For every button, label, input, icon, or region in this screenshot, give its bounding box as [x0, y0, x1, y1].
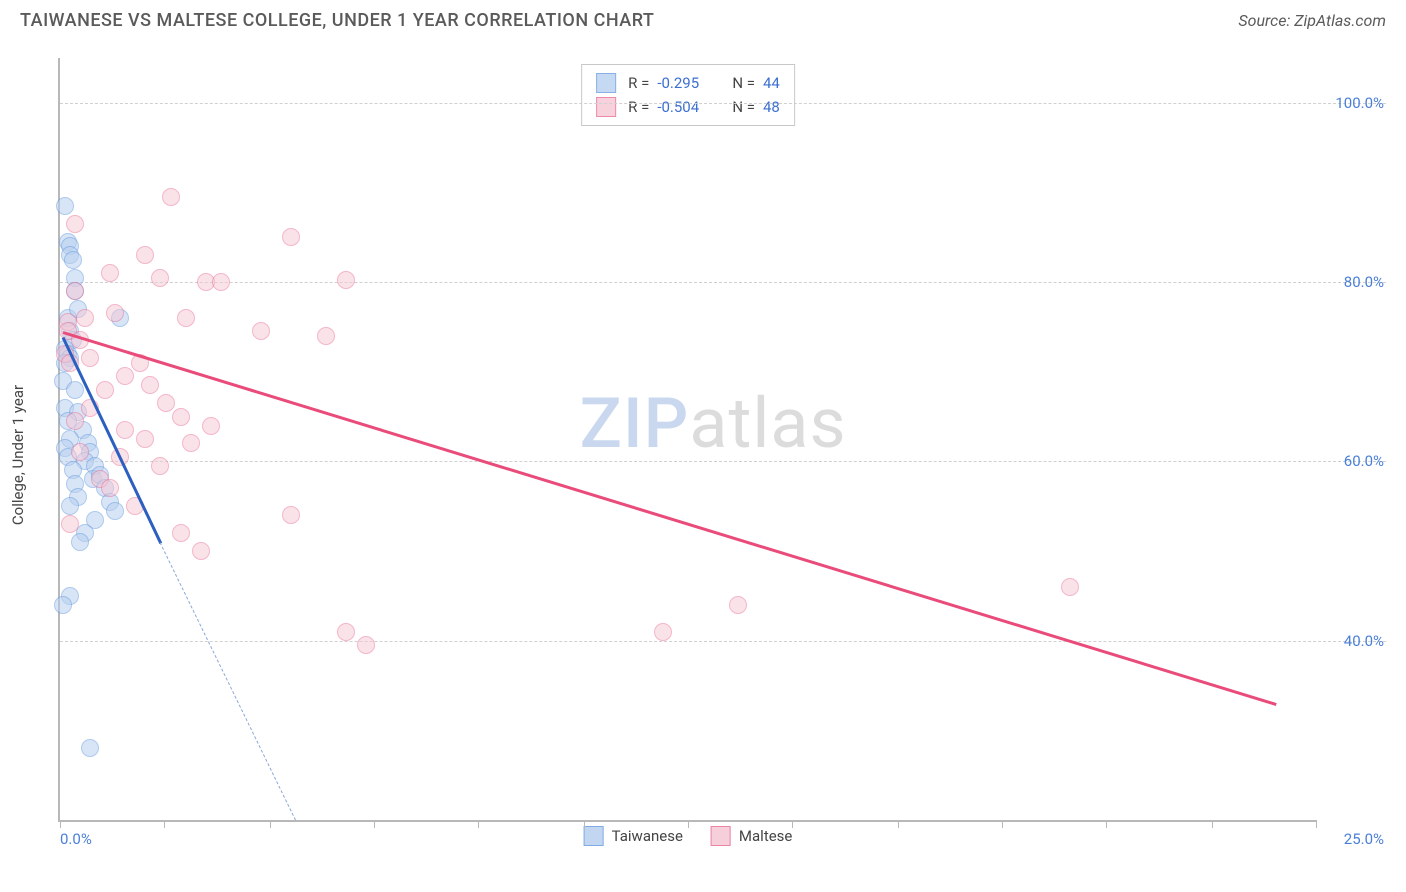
scatter-point [76, 309, 94, 327]
scatter-point [151, 269, 169, 287]
scatter-point [282, 506, 300, 524]
scatter-point [61, 497, 79, 515]
gridline [60, 641, 1386, 642]
scatter-plot: ZIPatlas R =-0.295N =44R =-0.504N =48 Ta… [58, 58, 1316, 822]
scatter-point [96, 381, 114, 399]
scatter-point [66, 412, 84, 430]
scatter-point [116, 367, 134, 385]
y-tick-label: 40.0% [1344, 632, 1384, 650]
n-label: N = [732, 74, 755, 92]
scatter-point [654, 623, 672, 641]
scatter-point [141, 376, 159, 394]
r-label: R = [628, 98, 649, 116]
scatter-point [106, 502, 124, 520]
x-tick [1106, 820, 1107, 828]
scatter-point [162, 188, 180, 206]
scatter-point [177, 309, 195, 327]
scatter-point [212, 273, 230, 291]
r-label: R = [628, 74, 649, 92]
x-tick [60, 820, 61, 828]
n-label: N = [732, 98, 755, 116]
scatter-point [66, 381, 84, 399]
scatter-point [172, 524, 190, 542]
legend-row: R = -0.504 N = 48 [596, 95, 780, 119]
scatter-point [61, 515, 79, 533]
scatter-point [71, 443, 89, 461]
gridline [60, 282, 1386, 283]
gridline [60, 461, 1386, 462]
y-tick-label: 60.0% [1344, 452, 1384, 470]
scatter-point [729, 596, 747, 614]
scatter-point [101, 479, 119, 497]
scatter-point [106, 304, 124, 322]
legend-item: Taiwanese [584, 826, 683, 846]
gridline [60, 103, 1386, 104]
scatter-point [192, 542, 210, 560]
legend-label: Taiwanese [612, 827, 683, 845]
scatter-point [81, 739, 99, 757]
scatter-point [1061, 578, 1079, 596]
legend-swatch [711, 826, 731, 846]
series-legend: Taiwanese Maltese [584, 826, 793, 846]
x-tick [270, 820, 271, 828]
x-tick [898, 820, 899, 828]
scatter-point [157, 394, 175, 412]
scatter-point [282, 228, 300, 246]
y-tick-label: 100.0% [1335, 94, 1384, 112]
scatter-point [151, 457, 169, 475]
x-tick [374, 820, 375, 828]
scatter-point [101, 264, 119, 282]
scatter-point [357, 636, 375, 654]
x-tick [478, 820, 479, 828]
scatter-point [71, 533, 89, 551]
legend-swatch [584, 826, 604, 846]
trend-line [62, 331, 1276, 706]
scatter-point [182, 434, 200, 452]
scatter-point [56, 197, 74, 215]
scatter-point [64, 251, 82, 269]
scatter-point [66, 215, 84, 233]
y-axis-label: College, Under 1 year [9, 385, 27, 525]
scatter-point [136, 246, 154, 264]
scatter-point [136, 430, 154, 448]
x-tick [584, 820, 585, 828]
y-tick-label: 80.0% [1344, 273, 1384, 291]
chart-title: TAIWANESE VS MALTESE COLLEGE, UNDER 1 YE… [20, 10, 654, 31]
correlation-legend: R = -0.295 N = 44 R = -0.504 N = 48 [581, 64, 795, 126]
r-value: -0.295 [657, 74, 712, 92]
legend-item: Maltese [711, 826, 792, 846]
legend-swatch [596, 73, 616, 93]
scatter-point [202, 417, 220, 435]
x-tick [1002, 820, 1003, 828]
x-tick [688, 820, 689, 828]
scatter-point [66, 282, 84, 300]
x-tick [792, 820, 793, 828]
chart-area: College, Under 1 year ZIPatlas R =-0.295… [48, 48, 1386, 862]
x-axis-max-label: 25.0% [1344, 830, 1384, 848]
legend-swatch [596, 97, 616, 117]
scatter-point [337, 271, 355, 289]
scatter-point [337, 623, 355, 641]
scatter-point [252, 322, 270, 340]
scatter-point [317, 327, 335, 345]
chart-source: Source: ZipAtlas.com [1238, 11, 1386, 30]
n-value: 44 [763, 74, 780, 92]
watermark: ZIPatlas [580, 383, 847, 465]
r-value: -0.504 [657, 98, 712, 116]
scatter-point [81, 349, 99, 367]
x-tick [1316, 820, 1317, 828]
x-tick [1212, 820, 1213, 828]
n-value: 48 [763, 98, 780, 116]
trend-line-dashed [160, 542, 297, 820]
scatter-point [54, 596, 72, 614]
legend-label: Maltese [739, 827, 792, 845]
legend-row: R = -0.295 N = 44 [596, 71, 780, 95]
scatter-point [172, 408, 190, 426]
x-axis-min-label: 0.0% [60, 830, 92, 848]
scatter-point [116, 421, 134, 439]
x-tick [164, 820, 165, 828]
